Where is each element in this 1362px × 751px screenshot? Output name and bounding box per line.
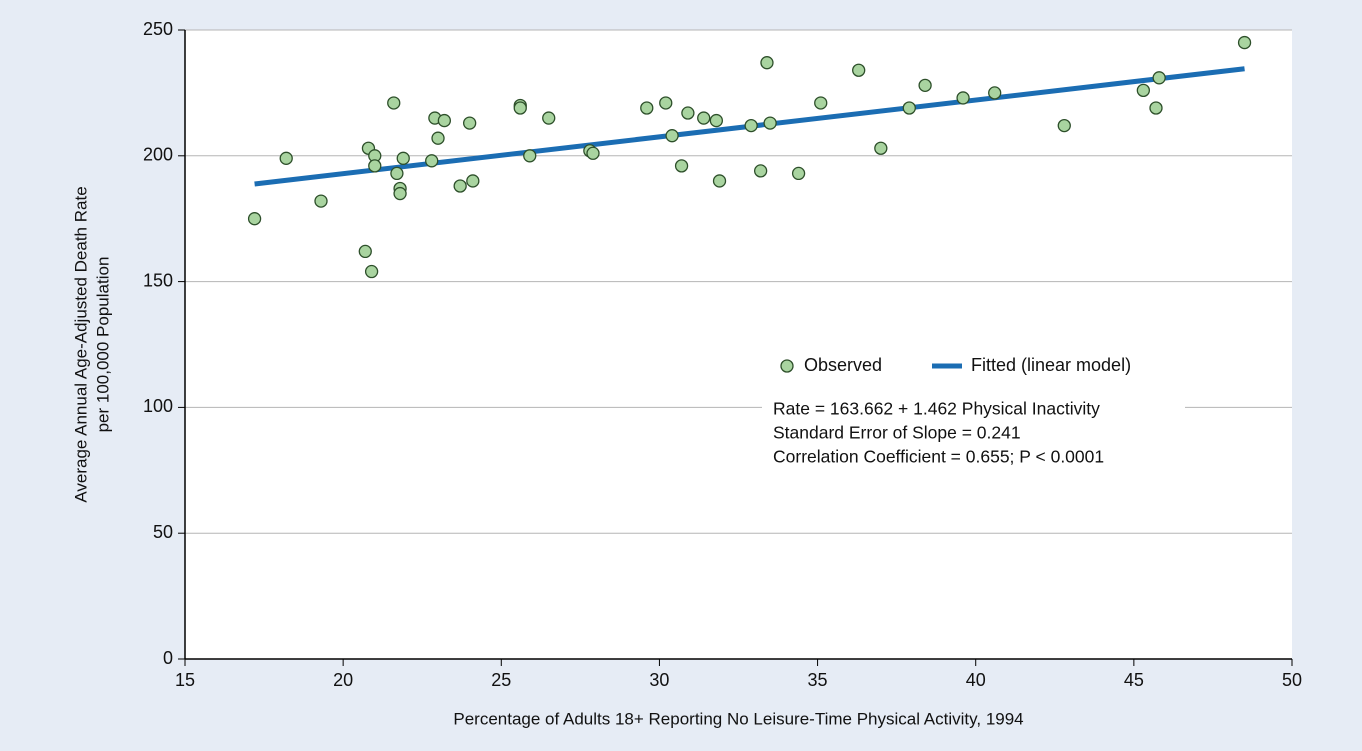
y-axis-label: per 100,000 Population — [93, 257, 112, 433]
data-point — [1149, 101, 1163, 115]
legend-label: Observed — [804, 355, 882, 375]
data-point — [523, 149, 537, 163]
data-point — [763, 116, 777, 130]
data-point — [988, 86, 1002, 100]
data-point — [665, 129, 679, 143]
data-point — [674, 159, 689, 173]
plot-area — [185, 30, 1292, 659]
data-point — [1152, 71, 1166, 85]
y-tick-label: 250 — [143, 19, 173, 39]
data-point — [1237, 35, 1252, 50]
legend-label: Fitted (linear model) — [971, 355, 1131, 375]
data-point — [390, 166, 404, 181]
data-point — [586, 146, 600, 160]
data-point — [368, 159, 382, 173]
y-tick-label: 0 — [163, 648, 173, 668]
data-point — [453, 179, 467, 193]
data-point — [314, 194, 328, 208]
data-point — [697, 111, 711, 125]
data-point — [358, 244, 372, 259]
data-point — [513, 101, 527, 115]
x-tick-label: 50 — [1282, 670, 1302, 690]
data-point — [874, 141, 888, 155]
y-tick-label: 50 — [153, 522, 173, 542]
data-point — [712, 174, 727, 188]
x-tick-label: 25 — [491, 670, 511, 690]
annotation: Standard Error of Slope = 0.241 — [773, 423, 1021, 443]
data-point — [396, 151, 410, 165]
data-point — [760, 56, 774, 70]
data-point — [393, 186, 407, 201]
x-axis-label: Percentage of Adults 18+ Reporting No Le… — [453, 709, 1023, 728]
data-point — [542, 111, 556, 125]
data-point — [744, 118, 758, 133]
data-point — [437, 113, 452, 128]
data-point — [425, 154, 439, 168]
x-tick-label: 20 — [333, 670, 353, 690]
data-point — [753, 164, 768, 178]
data-point — [902, 101, 916, 115]
x-tick-label: 35 — [808, 670, 828, 690]
y-tick-label: 100 — [143, 396, 173, 416]
data-point — [659, 96, 673, 110]
x-tick-label: 45 — [1124, 670, 1144, 690]
data-point — [463, 116, 477, 130]
y-axis-label: Average Annual Age-Adjusted Death Rate — [71, 186, 90, 502]
data-point — [1057, 118, 1071, 133]
y-tick-label: 150 — [143, 270, 173, 290]
data-point — [814, 96, 828, 110]
data-point — [681, 106, 695, 120]
annotation-box — [762, 393, 1185, 478]
data-point — [709, 113, 724, 128]
data-point — [640, 101, 654, 115]
y-tick-label: 200 — [143, 145, 173, 165]
data-point — [918, 78, 932, 93]
x-tick-label: 40 — [966, 670, 986, 690]
data-point — [431, 131, 445, 145]
annotation: Correlation Coefficient = 0.655; P < 0.0… — [773, 447, 1104, 467]
data-point — [956, 91, 970, 105]
legend-marker — [780, 359, 794, 373]
data-point — [387, 96, 401, 110]
data-point — [466, 174, 480, 188]
data-point — [791, 166, 806, 181]
data-point — [364, 264, 379, 279]
data-point — [852, 63, 866, 77]
data-point — [1136, 83, 1150, 98]
data-point — [279, 151, 293, 165]
data-point — [247, 212, 262, 226]
x-tick-label: 15 — [175, 670, 195, 690]
x-tick-label: 30 — [649, 670, 669, 690]
annotation: Rate = 163.662 + 1.462 Physical Inactivi… — [773, 399, 1100, 419]
